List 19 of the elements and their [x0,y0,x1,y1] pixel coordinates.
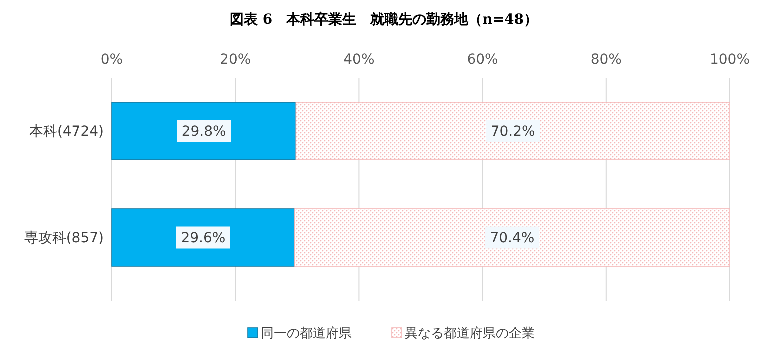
x-tick-label: 80% [590,52,622,68]
legend-label: 異なる都道府県の企業 [405,326,535,342]
data-label: 70.2% [490,124,536,140]
bar [112,102,297,160]
x-tick-label: 20% [220,52,252,68]
x-tick-label: 100% [710,52,750,68]
x-tick-label: 0% [100,52,124,68]
data-label: 29.6% [181,230,226,247]
bar [112,208,296,267]
data-label: 29.8% [182,124,226,140]
legend-label: 同一の都道府県 [261,326,352,342]
bar [294,208,730,267]
bar [296,102,730,160]
data-label: 70.4% [490,230,535,247]
x-tick-label: 60% [467,52,498,68]
y-tick-label: 本科(4724) [29,124,104,140]
x-tick-label: 40% [344,52,375,68]
y-tick-label: 専攻科(857) [24,230,104,247]
chart-title: 図表 6 本科卒業生 就職先の勤務地（n=48） [230,11,538,28]
